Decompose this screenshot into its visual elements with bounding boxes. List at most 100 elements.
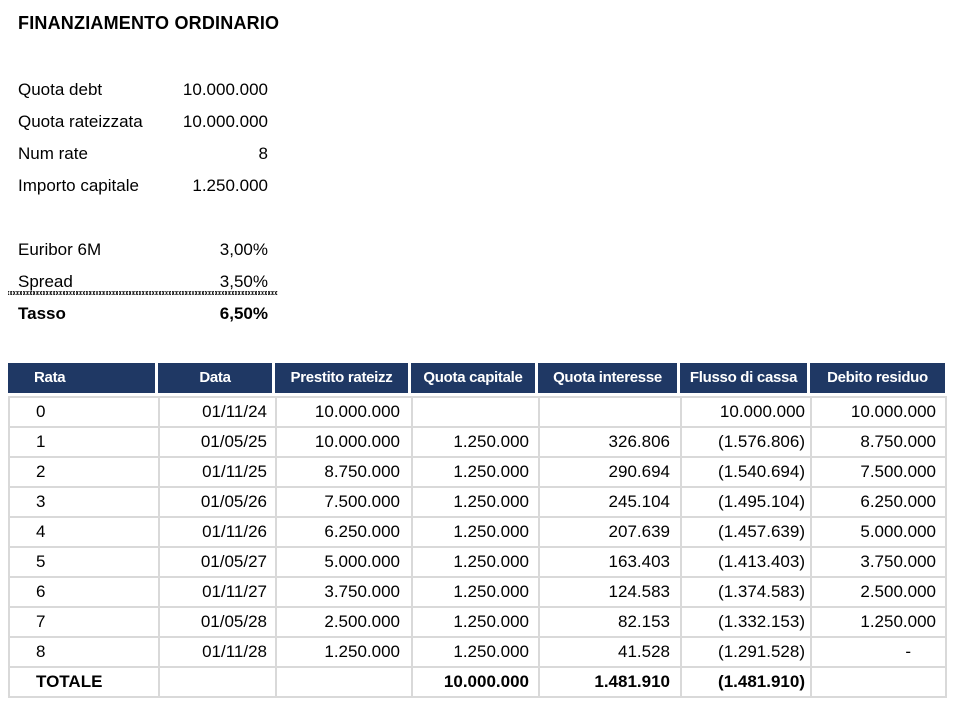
cell: 41.528	[538, 636, 682, 668]
cell: 10.000.000	[411, 666, 540, 698]
cell: 01/05/28	[158, 606, 277, 638]
cell: 3.750.000	[275, 576, 413, 608]
total-row: TOTALE 10.000.000 1.481.910 (1.481.910)	[8, 666, 947, 698]
column-header-flusso-di-cassa: Flusso di cassa	[680, 363, 810, 393]
cell: 326.806	[538, 426, 682, 458]
cell: 01/11/27	[158, 576, 277, 608]
param-value: 10.000.000	[182, 80, 268, 99]
table-row: 6 01/11/27 3.750.000 1.250.000 124.583 (1.374…	[8, 576, 947, 608]
column-header-prestito-rateizz: Prestito rateizz	[275, 363, 411, 393]
cell: 8.750.000	[275, 456, 413, 488]
cell: 3	[8, 486, 160, 518]
cell: 1.250.000	[810, 606, 947, 638]
cell: 1.250.000	[411, 576, 540, 608]
cell: (1.481.910)	[680, 666, 812, 698]
table-row: 5 01/05/27 5.000.000 1.250.000 163.403 (1.413…	[8, 546, 947, 578]
cell: TOTALE	[8, 666, 160, 698]
cell: 01/11/24	[158, 396, 277, 428]
cell: 01/05/25	[158, 426, 277, 458]
cell: 1.250.000	[275, 636, 413, 668]
param-row: Quota debt 10.000.000	[18, 74, 268, 106]
table-row: 7 01/05/28 2.500.000 1.250.000 82.153 (1.332.…	[8, 606, 947, 638]
cell: 1.250.000	[411, 486, 540, 518]
cell: (1.374.583)	[680, 576, 812, 608]
cell: 01/11/25	[158, 456, 277, 488]
divider-zigzag	[8, 291, 278, 295]
cell: 124.583	[538, 576, 682, 608]
cell: 10.000.000	[275, 426, 413, 458]
param-label: Quota debt	[18, 80, 103, 99]
column-header-quota-interesse: Quota interesse	[538, 363, 680, 393]
table-row: 0 01/11/24 10.000.000 10.000.000 10.000.000	[8, 396, 947, 428]
cell: (1.576.806)	[680, 426, 812, 458]
cell: 01/11/28	[158, 636, 277, 668]
cell: 207.639	[538, 516, 682, 548]
cell: 6	[8, 576, 160, 608]
table-row: 3 01/05/26 7.500.000 1.250.000 245.104 (1.495…	[8, 486, 947, 518]
table-grid: 0 01/11/24 10.000.000 10.000.000 10.000.000 1…	[8, 396, 947, 698]
rate-value: 3,00%	[219, 240, 268, 259]
table-body: 0 01/11/24 10.000.000 10.000.000 10.000.000 1…	[8, 396, 947, 698]
param-row: Num rate 8	[18, 138, 268, 170]
amortization-table: Rata Data Prestito rateizz Quota capital…	[8, 363, 947, 698]
cell: 163.403	[538, 546, 682, 578]
cell: 1.250.000	[411, 516, 540, 548]
rate-value: 6,50%	[219, 304, 268, 323]
cell	[158, 666, 277, 698]
param-label: Num rate	[18, 144, 88, 163]
cell: 01/05/26	[158, 486, 277, 518]
cell: 8.750.000	[810, 426, 947, 458]
cell: 1.250.000	[411, 456, 540, 488]
param-label: Quota rateizzata	[18, 112, 143, 131]
cell: 0	[8, 396, 160, 428]
cell: 01/05/27	[158, 546, 277, 578]
param-row: Importo capitale 1.250.000	[18, 170, 268, 202]
cell: 1.250.000	[411, 636, 540, 668]
cell	[538, 396, 682, 428]
param-value: 8	[258, 144, 268, 163]
cell: 1.481.910	[538, 666, 682, 698]
rate-row: Euribor 6M 3,00%	[18, 234, 268, 266]
cell: 1.250.000	[411, 606, 540, 638]
cell	[275, 666, 413, 698]
param-value: 1.250.000	[192, 176, 268, 195]
rate-label: Spread	[18, 272, 73, 291]
cell: 8	[8, 636, 160, 668]
param-row: Quota rateizzata 10.000.000	[18, 106, 268, 138]
cell: 290.694	[538, 456, 682, 488]
cell	[411, 396, 540, 428]
cell: 245.104	[538, 486, 682, 518]
column-header-data: Data	[158, 363, 275, 393]
cell: 7.500.000	[275, 486, 413, 518]
cell: 2.500.000	[275, 606, 413, 638]
param-label: Importo capitale	[18, 176, 139, 195]
table-header: Rata Data Prestito rateizz Quota capital…	[8, 363, 945, 393]
rate-row: Spread 3,50%	[18, 266, 268, 298]
cell: 1	[8, 426, 160, 458]
cell: 2	[8, 456, 160, 488]
cell: 10.000.000	[810, 396, 947, 428]
cell: 1.250.000	[411, 426, 540, 458]
rate-label: Tasso	[18, 304, 66, 323]
table-row: 8 01/11/28 1.250.000 1.250.000 41.528 (1.291.…	[8, 636, 947, 668]
table-row: 1 01/05/25 10.000.000 1.250.000 326.806 (1.57…	[8, 426, 947, 458]
rate-label: Euribor 6M	[18, 240, 102, 259]
rate-value: 3,50%	[219, 272, 268, 291]
column-header-quota-capitale: Quota capitale	[411, 363, 538, 393]
column-header-debito-residuo: Debito residuo	[810, 363, 945, 393]
rate-row-tasso: Tasso 6,50%	[18, 298, 268, 330]
cell: 5	[8, 546, 160, 578]
cell	[810, 666, 947, 698]
cell: 5.000.000	[275, 546, 413, 578]
table-row: 4 01/11/26 6.250.000 1.250.000 207.639 (1.457…	[8, 516, 947, 548]
param-value: 10.000.000	[182, 112, 268, 131]
cell: (1.495.104)	[680, 486, 812, 518]
cell: 01/11/26	[158, 516, 277, 548]
cell: 82.153	[538, 606, 682, 638]
cell: -	[810, 636, 947, 668]
cell: 10.000.000	[680, 396, 812, 428]
cell: 7.500.000	[810, 456, 947, 488]
cell: 10.000.000	[275, 396, 413, 428]
cell: 3.750.000	[810, 546, 947, 578]
cell: (1.457.639)	[680, 516, 812, 548]
